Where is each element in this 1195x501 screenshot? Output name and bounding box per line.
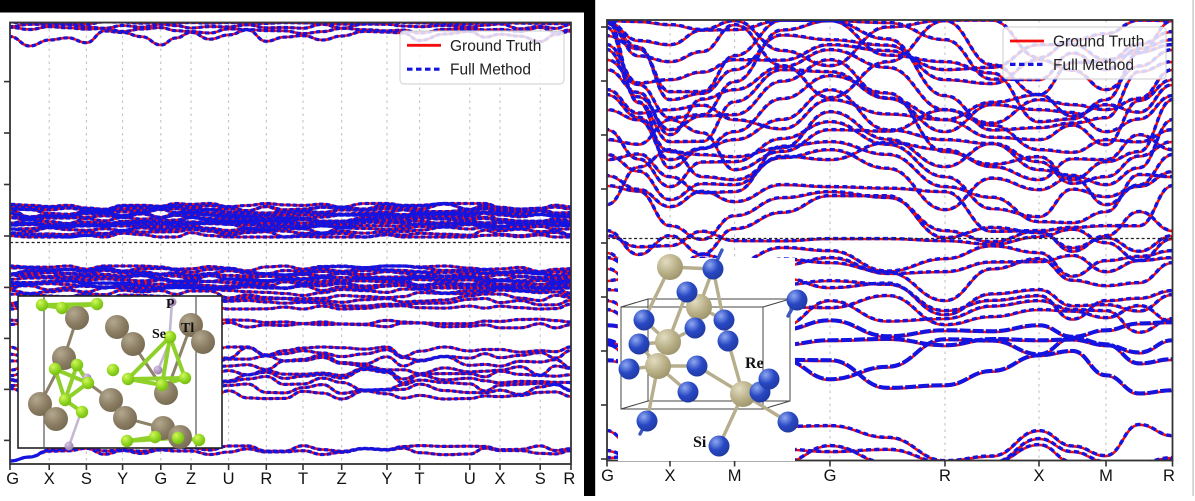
svg-text:R: R xyxy=(939,467,951,485)
svg-text:M: M xyxy=(1099,467,1113,485)
svg-text:G: G xyxy=(154,470,167,488)
svg-text:Re: Re xyxy=(745,355,764,372)
svg-text:Ground Truth: Ground Truth xyxy=(450,38,541,55)
svg-text:Si: Si xyxy=(693,434,707,451)
svg-text:G: G xyxy=(6,470,19,488)
svg-text:G: G xyxy=(824,467,837,485)
svg-text:T: T xyxy=(415,470,425,488)
svg-text:T: T xyxy=(298,470,308,488)
svg-text:S: S xyxy=(535,470,546,488)
svg-text:M: M xyxy=(728,467,742,485)
svg-text:Full Method: Full Method xyxy=(450,62,531,79)
svg-text:S: S xyxy=(81,470,92,488)
svg-text:Tl: Tl xyxy=(181,321,194,336)
svg-text:R: R xyxy=(1163,467,1175,485)
svg-text:U: U xyxy=(223,470,235,488)
svg-text:Y: Y xyxy=(381,470,392,488)
svg-text:Ground Truth: Ground Truth xyxy=(1053,34,1144,51)
svg-text:Full Method: Full Method xyxy=(1053,57,1134,74)
svg-text:Se: Se xyxy=(152,327,166,342)
svg-text:X: X xyxy=(494,470,505,488)
svg-text:Z: Z xyxy=(186,470,196,488)
svg-text:X: X xyxy=(44,470,55,488)
svg-text:Z: Z xyxy=(337,470,347,488)
svg-text:P: P xyxy=(166,297,175,312)
svg-text:R: R xyxy=(260,470,272,488)
svg-text:R: R xyxy=(563,470,575,488)
svg-text:G: G xyxy=(601,467,614,485)
svg-text:U: U xyxy=(464,470,476,488)
svg-text:X: X xyxy=(1033,467,1044,485)
svg-text:Y: Y xyxy=(117,470,128,488)
svg-text:X: X xyxy=(664,467,675,485)
